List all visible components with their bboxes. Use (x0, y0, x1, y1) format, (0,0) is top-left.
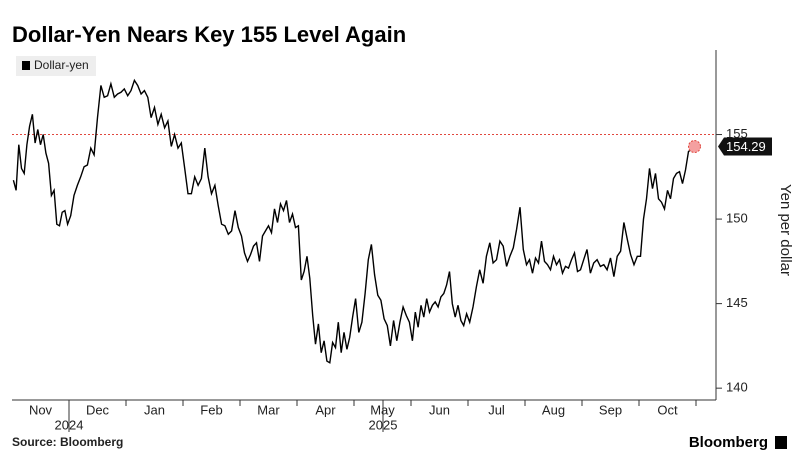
x-tick-label: Sep (599, 402, 622, 417)
y-tick-label: 150 (726, 211, 748, 226)
value-tag (718, 137, 772, 156)
brand-icon (775, 436, 787, 449)
x-tick-label: Jan (144, 402, 165, 417)
last-point (688, 140, 701, 154)
value-label: 154.29 (726, 139, 766, 154)
y-tick-label: 140 (726, 380, 748, 395)
legend-label: Dollar-yen (34, 58, 89, 72)
y-tick-label: 145 (726, 295, 748, 310)
year-label: 2025 (369, 417, 398, 432)
x-tick-label: Jun (429, 402, 450, 417)
brand: Bloomberg (689, 434, 768, 451)
source: Source: Bloomberg (12, 435, 123, 449)
x-tick-label: Jul (488, 402, 505, 417)
y-tick-label: 155 (726, 126, 748, 141)
chart-title: Dollar-Yen Nears Key 155 Level Again (12, 22, 406, 47)
y-axis-label: Yen per dollar (777, 184, 794, 276)
legend-swatch (22, 61, 30, 70)
x-tick-label: Feb (200, 402, 222, 417)
x-tick-label: Mar (257, 402, 280, 417)
legend-box (16, 56, 96, 76)
x-tick-label: Nov (29, 402, 53, 417)
x-tick-label: Dec (86, 402, 110, 417)
x-tick-label: Apr (315, 402, 336, 417)
year-label: 2024 (55, 417, 84, 432)
x-tick-label: Oct (657, 402, 678, 417)
x-tick-label: Aug (542, 402, 565, 417)
data-line (12, 78, 696, 364)
